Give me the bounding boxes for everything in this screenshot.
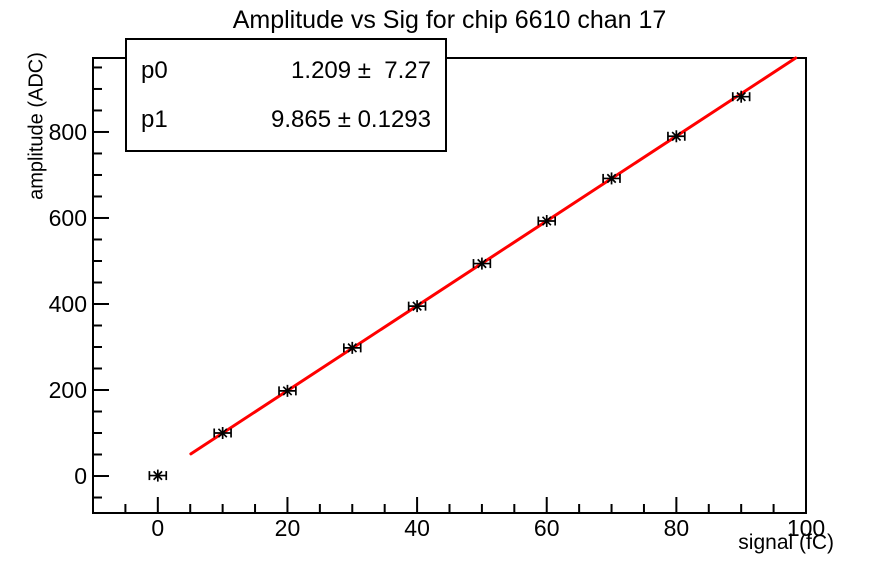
- y-tick-label: 800: [49, 119, 87, 145]
- y-axis-title: amplitude (ADC): [25, 52, 48, 200]
- param-value: 1.209 ± 7.27: [291, 56, 431, 84]
- star-marker-diagonal: [282, 386, 293, 396]
- star-marker-diagonal: [606, 173, 617, 184]
- y-tick-label: 0: [74, 463, 87, 489]
- data-point: [472, 257, 492, 270]
- param-name: p0: [141, 56, 168, 84]
- x-tick-label: 20: [275, 515, 301, 541]
- star-marker-diagonal: [412, 301, 422, 311]
- star-marker-diagonal: [153, 470, 163, 481]
- star-marker-diagonal: [541, 216, 552, 226]
- fit-line: [189, 56, 798, 456]
- x-tick-label: 0: [151, 515, 164, 541]
- data-point: [602, 172, 621, 185]
- x-axis-title: signal (fC): [738, 531, 834, 554]
- data-point: [407, 300, 427, 313]
- star-marker-diagonal: [736, 91, 746, 102]
- stats-row-p1: p1 9.865 ± 0.1293: [141, 106, 431, 134]
- data-point: [148, 469, 168, 482]
- data-point: [278, 384, 297, 397]
- data-point: [342, 341, 362, 354]
- star-marker-diagonal: [347, 343, 358, 353]
- data-point: [537, 214, 557, 227]
- chart-title: Amplitude vs Sig for chip 6610 chan 17: [232, 6, 667, 34]
- data-point: [213, 427, 232, 440]
- param-name: p1: [141, 105, 168, 133]
- y-tick-label: 600: [49, 205, 87, 231]
- star-marker-diagonal: [477, 258, 487, 269]
- x-tick-label: 80: [664, 515, 690, 541]
- star-marker-diagonal: [671, 131, 682, 142]
- stats-row-p0: p0 1.209 ± 7.27: [141, 57, 431, 85]
- data-point: [731, 90, 751, 103]
- x-tick-label: 40: [404, 515, 430, 541]
- data-point: [667, 130, 686, 143]
- param-value: 9.865 ± 0.1293: [271, 105, 431, 133]
- x-tick-label: 60: [534, 515, 560, 541]
- stats-box: p0 1.209 ± 7.27 p1 9.865 ± 0.1293: [125, 38, 447, 152]
- y-tick-label: 200: [49, 377, 87, 403]
- y-tick-label: 400: [49, 291, 87, 317]
- x-tick-label: 100: [787, 515, 825, 541]
- star-marker-diagonal: [217, 428, 228, 438]
